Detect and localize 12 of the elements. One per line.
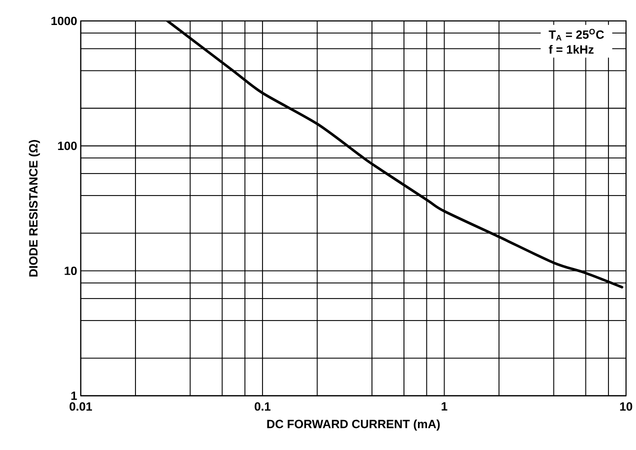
x-axis-title: DC FORWARD CURRENT (mA) [267, 420, 440, 431]
y-tick-label: 1000 [51, 16, 77, 26]
annotation: f = 1kHz [548, 45, 594, 54]
x-tick-label: 0.01 [70, 402, 92, 411]
y-tick-label: 1 [71, 392, 77, 400]
x-tick-label: 1 [442, 402, 448, 411]
x-tick-label: 10 [620, 402, 632, 411]
y-tick-label: 10 [64, 266, 77, 276]
y-tick-label: 100 [58, 142, 77, 150]
x-tick-label: 0.1 [254, 402, 270, 411]
annotation: T$_{A}$ = 25$^{O}$C [548, 29, 604, 41]
y-axis-title: DIODE RESISTANCE (Ω) [28, 140, 40, 277]
